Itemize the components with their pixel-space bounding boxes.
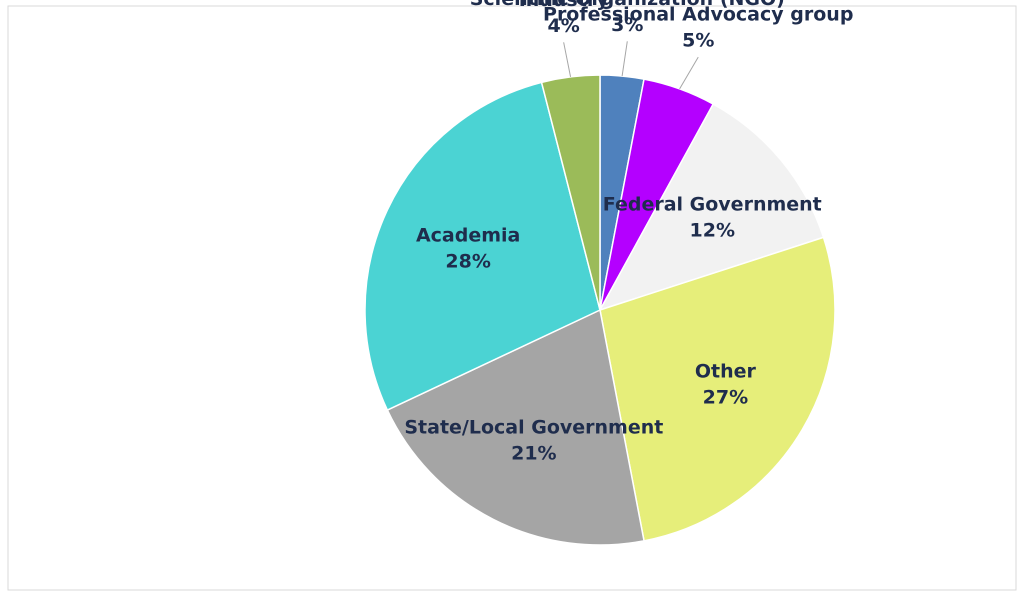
- slice-label: Industry: [519, 0, 609, 11]
- chart-frame: [7, 5, 1017, 591]
- slice-label: Federal Government: [603, 194, 822, 216]
- slice-value-label: 12%: [690, 220, 735, 242]
- pie-slice: [540, 74, 601, 311]
- slice-value-label: 28%: [445, 250, 490, 272]
- leader-line: [563, 42, 572, 77]
- slice-label: Professional Advocacy group: [543, 4, 853, 26]
- leader-line: [621, 41, 628, 77]
- slice-value-label: 4%: [548, 15, 580, 37]
- slice-value-label: 27%: [703, 387, 748, 409]
- pie-slice: [364, 81, 601, 412]
- slice-label: Academia: [416, 224, 520, 246]
- slice-value-label: 3%: [611, 14, 643, 36]
- pie-slice: [386, 308, 645, 546]
- slice-label: State/Local Government: [404, 416, 663, 438]
- leader-line: [679, 56, 699, 90]
- pie-slice: [599, 236, 836, 542]
- slice-value-label: 5%: [682, 30, 714, 52]
- slice-value-label: 21%: [511, 442, 556, 464]
- slice-label: Other: [695, 361, 757, 383]
- pie-slice: [598, 103, 825, 312]
- slice-label: Scientific Organization (NGO): [470, 0, 785, 10]
